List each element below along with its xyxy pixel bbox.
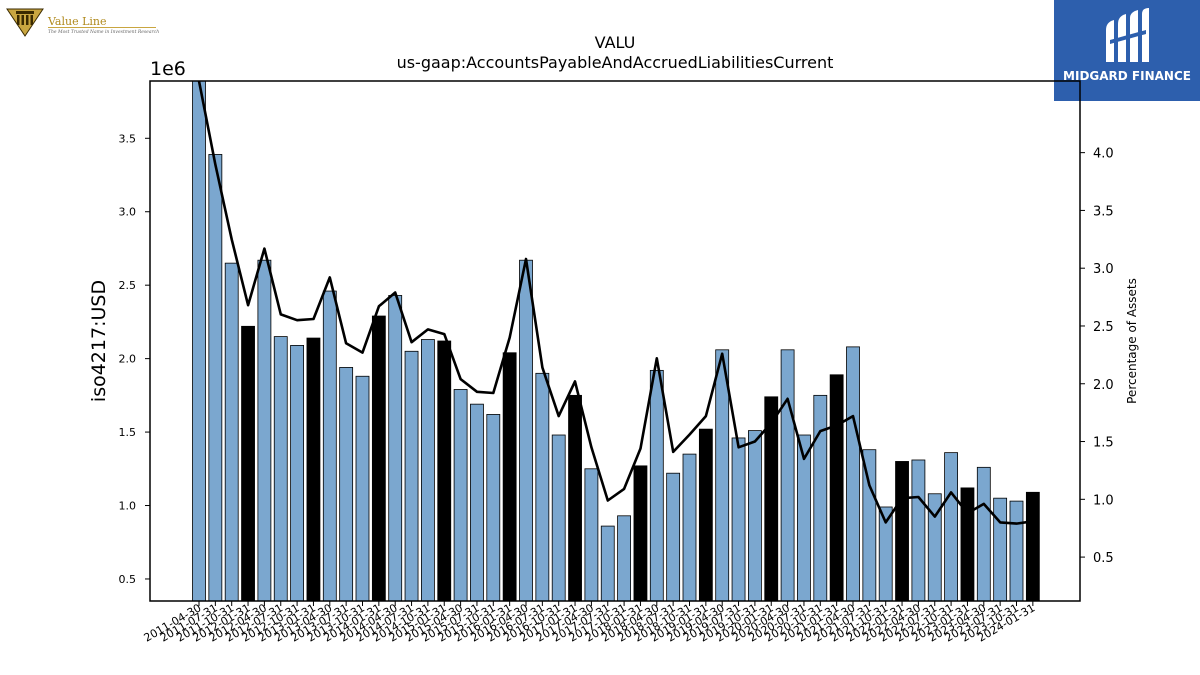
bar-2012-04-30	[257, 259, 272, 602]
value-line-name: Value Line	[48, 15, 107, 28]
bar-2019-01-31	[698, 428, 713, 602]
y-axis-right: 0.5 1.0 1.5 2.0 2.5 3.0 3.5 4.0	[1080, 147, 1114, 566]
bar-2019-10-31	[748, 430, 762, 602]
bar-2018-10-31	[682, 453, 697, 602]
bar-2013-10-31	[355, 375, 370, 602]
bar-2024-01-31	[1025, 491, 1040, 602]
bar-2022-01-31	[895, 461, 909, 602]
bar-2017-10-31	[617, 515, 631, 602]
bar-2021-07-31	[862, 449, 877, 602]
y2-tick-label: 1.0	[1093, 493, 1114, 508]
plot-frame	[149, 80, 1081, 602]
bar-2018-01-31	[633, 465, 648, 602]
bar-2022-04-30	[911, 459, 926, 602]
bar-2018-04-30	[649, 369, 664, 602]
bar-2011-04-30	[192, 80, 206, 602]
bar-2021-04-30	[846, 346, 860, 602]
y-tick-label: 3.0	[119, 206, 137, 219]
y2-axis-label: Percentage of Assets	[1125, 278, 1139, 404]
bar-2016-04-30	[519, 259, 533, 602]
y-tick-label: 2.0	[119, 353, 137, 366]
bar-2016-01-31	[502, 352, 517, 602]
bar-2015-04-30	[453, 389, 468, 602]
value-line-emblem-icon	[6, 8, 44, 37]
y-tick-label: 2.5	[119, 279, 137, 292]
bar-2021-01-31	[829, 374, 844, 602]
bar-2022-10-31	[944, 452, 958, 602]
y-tick-label: 3.5	[119, 132, 137, 145]
y-axis-left: 0.5 1.0 1.5 2.0 2.5 3.0 3.5	[119, 132, 150, 586]
percentage-line	[197, 80, 1033, 525]
bar-2017-04-30	[584, 468, 599, 602]
bar-2017-01-31	[568, 394, 582, 602]
y2-tick-label: 2.0	[1093, 378, 1114, 393]
y-axis-label: iso4217:USD	[88, 280, 110, 402]
bar-2014-10-31	[420, 339, 435, 602]
bar-2011-10-31	[224, 262, 239, 602]
y-axis-exponent: 1e6	[150, 58, 186, 80]
bar-2020-04-30	[780, 349, 795, 602]
y-tick-label: 0.5	[119, 573, 137, 586]
y-tick-label: 1.5	[119, 426, 137, 439]
bar-2023-10-31	[1009, 500, 1024, 602]
bar-2011-07-31	[208, 154, 223, 602]
bar-2015-01-31	[437, 340, 452, 602]
bar-2019-04-30	[715, 349, 730, 602]
midgard-finance-logo: MIDGARD FINANCE	[1054, 0, 1200, 101]
bar-2019-07-31	[731, 437, 746, 602]
value-line-rule	[48, 27, 156, 28]
bar-2012-10-31	[290, 345, 305, 602]
bar-2018-07-31	[666, 472, 681, 602]
bar-2015-10-31	[486, 414, 501, 602]
y2-tick-label: 1.5	[1093, 436, 1114, 451]
bar-2023-04-30	[976, 466, 991, 602]
bar-2023-01-31	[960, 487, 975, 602]
bar-2012-01-31	[241, 325, 255, 602]
y2-tick-label: 3.5	[1093, 204, 1114, 219]
y2-tick-label: 3.0	[1093, 262, 1114, 277]
y2-tick-label: 4.0	[1093, 147, 1114, 162]
y2-tick-label: 0.5	[1093, 551, 1114, 566]
bar-2013-04-30	[322, 290, 337, 602]
y2-tick-label: 2.5	[1093, 320, 1114, 335]
bar-2014-07-31	[404, 350, 419, 602]
bar-series	[192, 80, 1040, 602]
midgard-emblem-icon	[1106, 8, 1149, 62]
bar-2013-01-31	[306, 337, 321, 602]
x-axis: 2011-04-302011-07-312011-10-312012-01-31…	[142, 601, 1037, 645]
bar-2015-07-31	[470, 403, 484, 602]
bar-2014-01-31	[371, 315, 386, 602]
bar-2013-07-31	[339, 367, 354, 602]
bar-2017-07-31	[600, 525, 615, 602]
bar-2016-10-31	[551, 434, 566, 602]
midgard-finance-name: MIDGARD FINANCE	[1063, 69, 1191, 83]
bar-2020-10-31	[813, 394, 828, 602]
chart-title: VALU	[595, 33, 636, 52]
bar-2016-07-31	[535, 372, 550, 602]
line-series	[197, 80, 1033, 525]
value-line-logo: Value Line The Most Trusted Name in Inve…	[6, 6, 160, 40]
bar-2023-07-31	[993, 497, 1008, 602]
value-line-tagline: The Most Trusted Name in Investment Rese…	[48, 30, 160, 35]
y-tick-label: 1.0	[119, 500, 137, 513]
bar-2014-04-30	[388, 295, 403, 602]
chart-subtitle: us-gaap:AccountsPayableAndAccruedLiabili…	[397, 53, 834, 72]
bar-2012-07-31	[273, 336, 288, 602]
